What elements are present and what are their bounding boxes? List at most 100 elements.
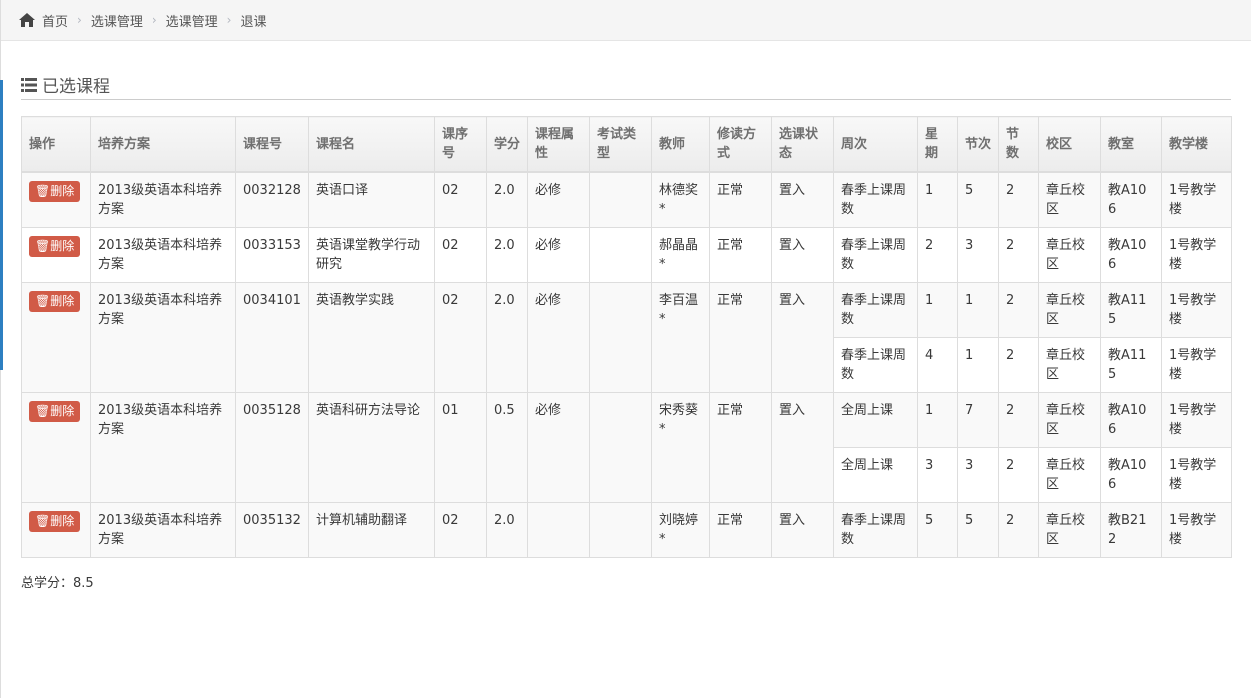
- cell-building: 1号教学楼: [1161, 337, 1232, 393]
- cell-code: 0035132: [235, 502, 309, 558]
- selected-courses-table: 操作 培养方案 课程号 课程名 课序号 学分 课程属性 考试类型 教师 修读方式 选课状态 周次 星期节…: [21, 116, 1232, 558]
- delete-button[interactable]: 🗑删除: [29, 291, 81, 312]
- trash-icon: 🗑: [35, 239, 51, 253]
- delete-button[interactable]: 🗑删除: [29, 401, 81, 422]
- column-header: 教学楼: [1161, 116, 1232, 173]
- breadcrumb-item[interactable]: 选课管理: [90, 14, 143, 30]
- column-header: 操作: [21, 116, 91, 173]
- column-header: 教室: [1100, 116, 1162, 173]
- delete-label: 删除: [50, 184, 75, 198]
- total-credits: 总学分：8.5: [21, 576, 94, 591]
- cell-attr: 必修: [527, 392, 590, 503]
- cell-week: 全周上课: [833, 392, 918, 448]
- table-row: 🗑删除 2013级英语本科培养方案 0032128 英语口译 02 2.0 必修 林德奖* 正常…: [21, 171, 1232, 228]
- cell-campus: 章丘校区: [1038, 227, 1101, 283]
- cell-plan: 2013级英语本科培养方案: [90, 502, 236, 558]
- cell-building: 1号教学楼: [1161, 227, 1232, 283]
- cell-name: 英语口译: [308, 171, 435, 228]
- action-cell: 🗑删除: [21, 502, 91, 558]
- cell-week: 春季上课周数: [833, 282, 918, 338]
- column-header: 课程号: [235, 116, 309, 173]
- column-header: 星期: [917, 116, 958, 173]
- delete-button[interactable]: 🗑删除: [29, 236, 81, 257]
- cell-day: 1: [917, 171, 958, 228]
- cell-teacher: 郝晶晶*: [651, 227, 710, 283]
- cell-seq: 01: [434, 392, 487, 503]
- delete-label: 删除: [50, 514, 75, 528]
- table-row: 🗑删除 2013级英语本科培养方案 0035132 计算机辅助翻译 02 2.0 刘晓婷* 正…: [21, 502, 1232, 558]
- cell-building: 1号教学楼: [1161, 282, 1232, 338]
- breadcrumb-home[interactable]: 首页: [42, 14, 69, 30]
- breadcrumb: 首页 › 选课管理 › 选课管理 › 退课: [0, 0, 1251, 41]
- cell-name: 英语科研方法导论: [308, 392, 435, 503]
- cell-credit: 2.0: [486, 227, 528, 283]
- cell-period: 5: [957, 171, 999, 228]
- column-header: 修读方式: [709, 116, 772, 173]
- cell-week: 春季上课周数: [833, 337, 918, 393]
- cell-attr: 必修: [527, 227, 590, 283]
- column-header: 节次: [957, 116, 999, 173]
- cell-code: 0033153: [235, 227, 309, 283]
- cell-teacher: 李百温*: [651, 282, 710, 393]
- cell-count: 2: [998, 337, 1039, 393]
- cell-name: 计算机辅助翻译: [308, 502, 435, 558]
- cell-room: 教A115: [1100, 337, 1162, 393]
- cell-day: 1: [917, 282, 958, 338]
- cell-name: 英语课堂教学行动研究: [308, 227, 435, 283]
- sidebar-indicator: [0, 80, 3, 370]
- cell-period: 1: [957, 282, 999, 338]
- cell-mode: 正常: [709, 502, 772, 558]
- action-cell: 🗑删除: [21, 171, 91, 228]
- cell-seq: 02: [434, 502, 487, 558]
- cell-teacher: 林德奖*: [651, 171, 710, 228]
- cell-campus: 章丘校区: [1038, 282, 1101, 338]
- cell-campus: 章丘校区: [1038, 447, 1101, 503]
- trash-icon: 🗑: [35, 404, 51, 418]
- cell-teacher: 刘晓婷*: [651, 502, 710, 558]
- cell-status: 置入: [771, 392, 834, 503]
- cell-room: 教A106: [1100, 447, 1162, 503]
- cell-period: 7: [957, 392, 999, 448]
- cell-name: 英语教学实践: [308, 282, 435, 393]
- delete-button[interactable]: 🗑删除: [29, 181, 81, 202]
- column-header: 课程名: [308, 116, 435, 173]
- column-header: 节数: [998, 116, 1039, 173]
- delete-label: 删除: [50, 239, 75, 253]
- cell-status: 置入: [771, 502, 834, 558]
- column-header: 校区: [1038, 116, 1101, 173]
- cell-day: 3: [917, 447, 958, 503]
- cell-attr: 必修: [527, 282, 590, 393]
- page-title: 已选课程: [42, 77, 110, 97]
- cell-exam: [589, 392, 652, 503]
- cell-day: 4: [917, 337, 958, 393]
- cell-count: 2: [998, 171, 1039, 228]
- cell-count: 2: [998, 392, 1039, 448]
- column-header: 选课状态: [771, 116, 834, 173]
- cell-code: 0035128: [235, 392, 309, 503]
- cell-campus: 章丘校区: [1038, 171, 1101, 228]
- cell-week: 春季上课周数: [833, 171, 918, 228]
- cell-building: 1号教学楼: [1161, 171, 1232, 228]
- column-header: 课程属性: [527, 116, 590, 173]
- cell-plan: 2013级英语本科培养方案: [90, 282, 236, 393]
- cell-code: 0032128: [235, 171, 309, 228]
- table-header-row: 操作 培养方案 课程号 课程名 课序号 学分 课程属性 考试类型 教师 修读方式 选课状态 周次 星期节…: [21, 116, 1232, 173]
- breadcrumb-current: 退课: [240, 14, 267, 30]
- cell-credit: 2.0: [486, 502, 528, 558]
- column-header: 考试类型: [589, 116, 652, 173]
- delete-button[interactable]: 🗑删除: [29, 511, 81, 532]
- table-row: 🗑删除 2013级英语本科培养方案 0035128 英语科研方法导论 01 0.5 必修 宋秀…: [21, 392, 1232, 503]
- list-icon: [21, 77, 37, 92]
- cell-count: 2: [998, 502, 1039, 558]
- cell-count: 2: [998, 227, 1039, 283]
- delete-label: 删除: [50, 404, 75, 418]
- action-cell: 🗑删除: [21, 227, 91, 283]
- cell-exam: [589, 502, 652, 558]
- cell-plan: 2013级英语本科培养方案: [90, 227, 236, 283]
- breadcrumb-item[interactable]: 选课管理: [165, 14, 218, 30]
- cell-day: 1: [917, 392, 958, 448]
- trash-icon: 🗑: [35, 514, 51, 528]
- cell-period: 3: [957, 227, 999, 283]
- trash-icon: 🗑: [35, 184, 51, 198]
- table-row: 🗑删除 2013级英语本科培养方案 0034101 英语教学实践 02 2.0 必修 李百温*…: [21, 282, 1232, 393]
